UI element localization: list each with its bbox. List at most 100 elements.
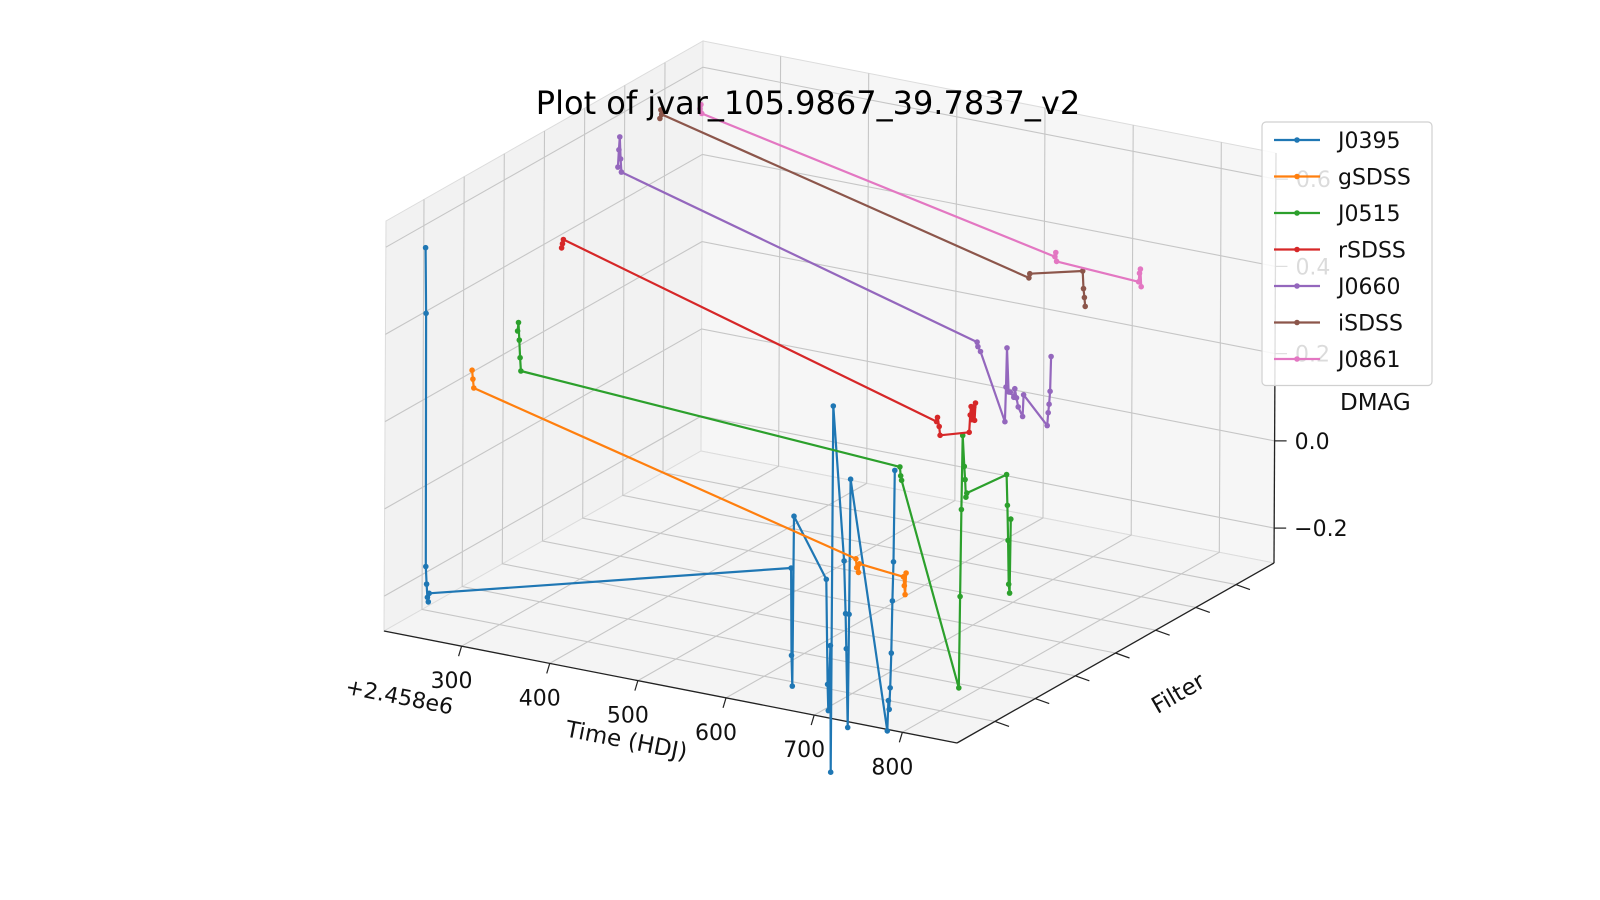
data-point: [961, 463, 968, 470]
y-tick-mark: [1075, 675, 1090, 682]
data-point: [658, 111, 665, 118]
y-tick-mark: [1155, 629, 1170, 636]
x-grid-line: [549, 73, 870, 664]
data-point: [824, 681, 831, 688]
legend-swatch-marker: [1294, 137, 1300, 143]
data-point: [823, 576, 830, 583]
data-point: [937, 432, 943, 439]
x-tick-label: 600: [695, 721, 737, 746]
data-point: [888, 650, 895, 656]
data-point: [936, 423, 942, 430]
data-point: [972, 400, 979, 406]
data-point: [1045, 409, 1051, 416]
data-point: [841, 558, 847, 564]
data-point: [558, 245, 565, 251]
data-point: [616, 147, 622, 153]
y-grid-line: [541, 130, 1116, 654]
legend-swatch-marker: [1294, 173, 1300, 180]
data-point: [975, 343, 981, 350]
legend-frame: [1261, 121, 1433, 387]
data-point: [967, 412, 973, 418]
data-point: [426, 590, 433, 597]
x-tick-mark: [546, 663, 551, 674]
y-grid-line: [461, 176, 1036, 700]
y-tick-mark: [1115, 652, 1130, 659]
data-point: [1135, 279, 1142, 285]
series-J0515: [514, 319, 1014, 691]
legend: J0395 gSDSS J0515 rSDSS J0660 iSDSS J0861: [1261, 121, 1433, 387]
legend-label: J0660: [1336, 275, 1400, 300]
data-point: [1052, 253, 1058, 260]
z-tick-label: −0.2: [1294, 517, 1347, 542]
legend-label: gSDSS: [1338, 166, 1411, 191]
data-point: [658, 107, 664, 113]
y-tick-mark: [1235, 584, 1251, 591]
data-point: [885, 697, 892, 704]
data-point: [560, 236, 567, 243]
data-point: [884, 728, 891, 734]
series-iSDSS: [657, 107, 1088, 310]
data-point: [933, 418, 940, 425]
data-point: [1013, 395, 1020, 401]
x-tick-label: 500: [607, 704, 649, 729]
data-point: [1138, 283, 1144, 290]
data-point: [974, 339, 980, 345]
z-grid-line: [385, 66, 1277, 248]
data-point: [515, 319, 522, 326]
x-tick-label: 300: [431, 669, 473, 694]
data-point: [887, 685, 893, 691]
data-point: [892, 467, 898, 474]
data-point: [1137, 266, 1144, 272]
data-point: [615, 164, 621, 170]
legend-swatch-marker: [1294, 283, 1300, 289]
data-point: [1007, 389, 1014, 396]
x-grid-line: [461, 56, 782, 647]
data-point: [889, 598, 896, 604]
legend-label: J0395: [1336, 129, 1400, 154]
x-tick-mark: [634, 680, 639, 691]
data-point: [1053, 249, 1059, 256]
series-rSDSS: [558, 236, 979, 439]
data-point: [470, 376, 476, 382]
data-point: [1012, 385, 1018, 392]
data-point: [966, 429, 972, 436]
data-point: [791, 513, 797, 519]
data-point: [1080, 285, 1087, 292]
series-group: [422, 101, 1144, 775]
x-tick-mark: [722, 697, 727, 709]
data-point: [698, 101, 704, 108]
data-point: [1047, 388, 1053, 395]
data-point: [517, 354, 523, 361]
data-point: [1081, 294, 1088, 301]
data-point: [901, 582, 908, 589]
data-point: [518, 368, 524, 374]
series-J0395: [422, 244, 898, 775]
x-axis-line: [383, 630, 958, 744]
data-point: [1048, 353, 1054, 360]
data-point: [1003, 384, 1009, 390]
x-tick-label: 800: [871, 755, 913, 780]
z-axis-label: DMAG: [1340, 390, 1411, 416]
data-point: [559, 240, 566, 247]
data-point: [890, 559, 897, 565]
series-J0861: [697, 101, 1144, 290]
data-point: [843, 645, 850, 652]
legend-swatch-marker: [1294, 356, 1300, 362]
data-point: [934, 414, 941, 421]
data-point: [827, 769, 834, 775]
data-point: [886, 706, 892, 713]
data-point: [830, 403, 837, 409]
data-point: [855, 569, 862, 576]
data-point: [956, 685, 962, 691]
data-point: [897, 464, 903, 470]
data-point: [1006, 590, 1013, 596]
x-tick-mark: [898, 732, 903, 743]
data-point: [1020, 392, 1027, 398]
data-point: [516, 337, 523, 343]
legend-label: J0515: [1336, 202, 1400, 227]
legend-label: iSDSS: [1338, 312, 1403, 337]
data-point: [1044, 422, 1050, 429]
data-point: [788, 652, 795, 659]
data-point: [1053, 258, 1060, 265]
